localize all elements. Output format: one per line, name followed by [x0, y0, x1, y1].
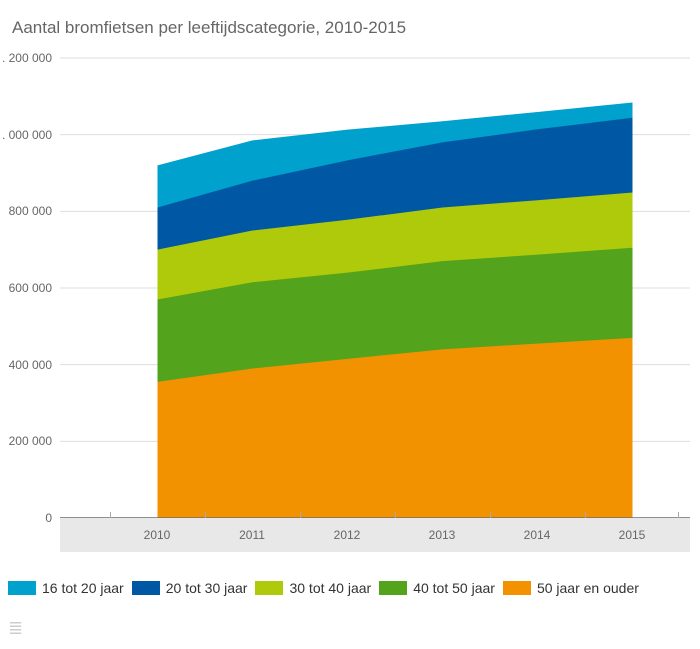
- chart-svg: [60, 58, 690, 518]
- legend-swatch: [132, 581, 160, 595]
- legend-label: 50 jaar en ouder: [537, 580, 639, 596]
- y-tick-label: 200 000: [9, 434, 52, 448]
- y-tick-label: 0: [45, 511, 52, 525]
- y-tick-label: . 000 000: [2, 128, 52, 142]
- legend-item: 50 jaar en ouder: [503, 580, 639, 596]
- legend-item: 40 tot 50 jaar: [379, 580, 495, 596]
- y-tick-label: . 200 000: [2, 51, 52, 65]
- y-tick-label: 800 000: [9, 204, 52, 218]
- x-tick-label: 2013: [395, 518, 490, 552]
- x-tick-label: 2015: [585, 518, 680, 552]
- chart-area: 0200 000400 000600 000800 000. 000 000. …: [0, 58, 690, 552]
- legend-item: 20 tot 30 jaar: [132, 580, 248, 596]
- legend-label: 40 tot 50 jaar: [413, 580, 495, 596]
- x-tick-label: 2010: [110, 518, 205, 552]
- x-tick-label: 2011: [205, 518, 300, 552]
- chart-title: Aantal bromfietsen per leeftijdscategori…: [12, 18, 690, 38]
- legend-item: 30 tot 40 jaar: [255, 580, 371, 596]
- x-axis: 201020112012201320142015: [60, 518, 690, 552]
- x-tick-label: 2012: [300, 518, 395, 552]
- y-tick-label: 600 000: [9, 281, 52, 295]
- legend-item: 16 tot 20 jaar: [8, 580, 124, 596]
- legend-swatch: [8, 581, 36, 595]
- y-tick-label: 400 000: [9, 358, 52, 372]
- legend: 16 tot 20 jaar 20 tot 30 jaar 30 tot 40 ja…: [8, 580, 690, 596]
- legend-label: 20 tot 30 jaar: [166, 580, 248, 596]
- legend-swatch: [379, 581, 407, 595]
- x-tick-label: 2014: [490, 518, 585, 552]
- legend-label: 30 tot 40 jaar: [289, 580, 371, 596]
- plot-area: [60, 58, 690, 518]
- y-axis: 0200 000400 000600 000800 000. 000 000. …: [0, 58, 60, 518]
- legend-swatch: [255, 581, 283, 595]
- legend-swatch: [503, 581, 531, 595]
- source-logo: ≣: [8, 618, 690, 639]
- legend-label: 16 tot 20 jaar: [42, 580, 124, 596]
